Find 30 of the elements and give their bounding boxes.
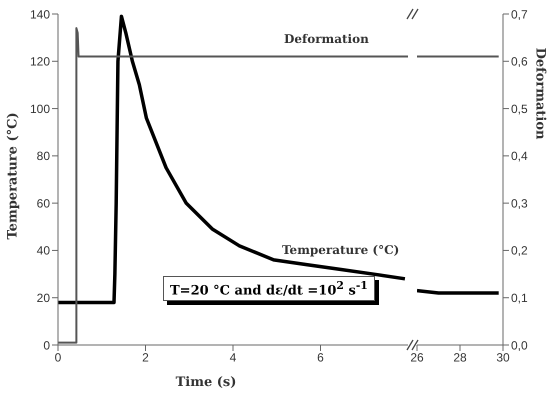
y2-tick-label: 0,0 — [511, 338, 528, 352]
x-tick-label: 4 — [230, 350, 237, 365]
series-label: Temperature (°C) — [282, 243, 400, 257]
x-tick-label: 28 — [453, 350, 467, 365]
y2-tick-label: 0,2 — [511, 244, 528, 258]
annotation: T=20 °C and dε/dt =10$^{2}$ s$^{-1}$ — [163, 276, 375, 302]
y-axis-title: Temperature (°C) — [6, 112, 21, 240]
y-tick-label: 20 — [36, 290, 50, 305]
x-axis-title: Time (s) — [176, 375, 236, 390]
line-series — [58, 14, 407, 304]
x-tick-label: 2 — [142, 350, 150, 365]
y-tick-label: 120 — [30, 54, 50, 69]
series-label: Deformation — [284, 32, 369, 46]
y2-tick-label: 0,7 — [511, 7, 528, 22]
y2-tick-label: 0,5 — [511, 102, 528, 116]
x-tick-label: 0 — [54, 350, 62, 365]
y-tick-label: 60 — [36, 196, 50, 210]
y2-tick-label: 0,4 — [511, 149, 528, 164]
y-tick-label: 80 — [36, 149, 50, 164]
y2-tick-label: 0,3 — [511, 196, 528, 210]
x-tick-label: 6 — [317, 350, 324, 365]
y2-axis-title: Deformation — [532, 48, 548, 140]
y-tick-label: 40 — [36, 244, 50, 258]
y2-tick-label: 0,1 — [511, 290, 528, 305]
y-tick-label: 140 — [30, 7, 50, 22]
x-tick-label: 26 — [410, 350, 424, 365]
y-tick-label: 0 — [43, 338, 50, 352]
y2-tick-label: 0,6 — [511, 54, 528, 69]
y-tick-label: 100 — [30, 102, 50, 116]
x-tick-label: 30 — [496, 350, 510, 365]
